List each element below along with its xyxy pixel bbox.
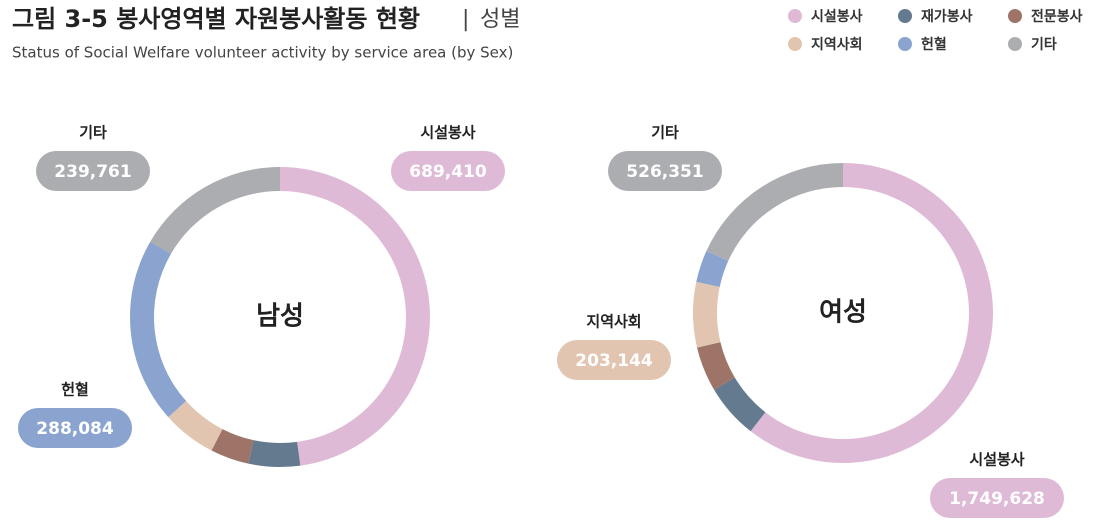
center-label: 남성 [256, 302, 304, 332]
category-label: 시설봉사 [420, 124, 475, 142]
legend-swatch [1008, 9, 1022, 23]
value-pill [930, 478, 1064, 518]
title-suffix: 성별 [480, 7, 520, 32]
legend-swatch [898, 9, 912, 23]
donut-segment [248, 440, 301, 467]
legend-swatch [1008, 37, 1022, 51]
category-label: 헌혈 [61, 381, 89, 399]
donut-segment [693, 281, 721, 348]
donut-segment [129, 241, 187, 418]
legend-label: 전문봉사 [1031, 8, 1083, 25]
legend-label: 헌혈 [921, 36, 947, 53]
chart-title: 그림 3-5 봉사영역별 자원봉사활동 현황 [12, 5, 420, 33]
donut-segment [706, 163, 843, 261]
subtitle: Status of Social Welfare volunteer activ… [12, 44, 513, 62]
donut-segment [150, 167, 280, 254]
donut-segment [696, 251, 729, 287]
legend-label: 지역사회 [811, 36, 863, 53]
value-label: 526,351 [626, 162, 703, 182]
legend-swatch [788, 37, 802, 51]
value-label: 239,761 [54, 162, 131, 182]
category-label: 지역사회 [586, 313, 641, 331]
legend-label: 시설봉사 [811, 9, 863, 25]
legend-label: 재가봉사 [921, 9, 973, 25]
donut-segment [750, 163, 993, 463]
value-pill [36, 151, 150, 191]
legend-label: 기타 [1031, 37, 1057, 53]
value-label: 689,410 [409, 162, 487, 182]
donut-segment [280, 167, 430, 466]
donut-segment [714, 377, 766, 432]
category-label: 기타 [79, 124, 107, 142]
value-label: 288,084 [36, 419, 114, 439]
title-separator: | [462, 7, 469, 32]
value-pill [18, 408, 132, 448]
value-pill [557, 340, 671, 380]
category-label: 기타 [651, 124, 679, 142]
value-label: 1,749,628 [949, 489, 1045, 509]
center-label: 여성 [819, 298, 867, 328]
legend-swatch [898, 37, 912, 51]
value-label: 203,144 [575, 351, 653, 371]
donut-segment [168, 401, 223, 451]
value-pill [391, 151, 505, 191]
legend-swatch [788, 9, 802, 23]
value-pill [608, 151, 722, 191]
donut-segment [211, 429, 254, 464]
category-label: 시설봉사 [969, 451, 1024, 469]
donut-segment [697, 342, 735, 390]
